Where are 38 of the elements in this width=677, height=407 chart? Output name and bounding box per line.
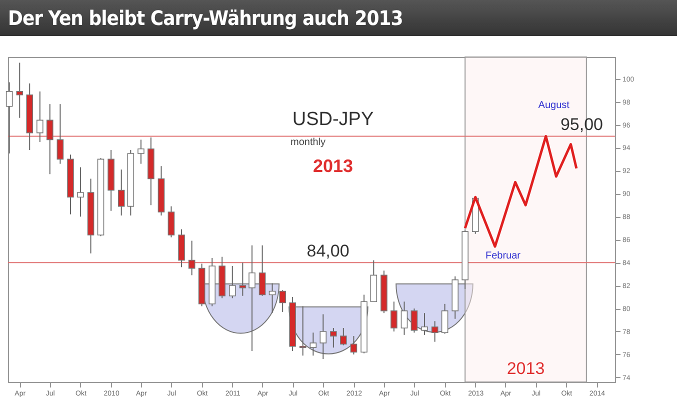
- candlestick: [239, 262, 246, 296]
- candlestick: [248, 244, 256, 352]
- chart-title: Der Yen bleibt Carry-Währung auch 2013: [0, 0, 677, 36]
- band-label: 2013: [506, 359, 545, 378]
- candlestick: [431, 320, 438, 342]
- candlestick: [390, 301, 398, 332]
- candlestick: [118, 169, 125, 216]
- candlestick: [421, 312, 428, 336]
- candlestick: [330, 328, 337, 348]
- annotation: August: [538, 100, 570, 112]
- candlestick: [56, 104, 64, 164]
- candlestick: [400, 301, 408, 336]
- candlestick: [299, 306, 306, 356]
- candlestick: [138, 139, 144, 164]
- candlestick: [168, 206, 175, 238]
- candlestick: [268, 282, 276, 314]
- ref-line-label: 84,00: [306, 242, 350, 261]
- annotation: 2013: [312, 156, 354, 176]
- ref-line-label: 95,00: [560, 115, 603, 134]
- candlestick: [340, 328, 347, 346]
- candlestick: [6, 82, 13, 154]
- candlestick: [410, 308, 418, 334]
- annotation: monthly: [290, 137, 326, 148]
- candlestick: [188, 240, 196, 276]
- candlestick: [320, 314, 327, 360]
- candlestick: [228, 266, 236, 299]
- candlestick: [16, 62, 24, 118]
- candlestick: [77, 166, 84, 218]
- candlestick: [36, 90, 44, 142]
- candlestick: [441, 303, 448, 334]
- candlestick: [350, 336, 358, 355]
- annotation: Februar: [485, 250, 522, 262]
- candlestick: [279, 290, 286, 312]
- candlestick: [310, 332, 317, 356]
- candlestick: [258, 244, 266, 296]
- line-series: [464, 134, 578, 248]
- annotation: USD-JPY: [292, 109, 374, 130]
- candlestick: [46, 104, 54, 175]
